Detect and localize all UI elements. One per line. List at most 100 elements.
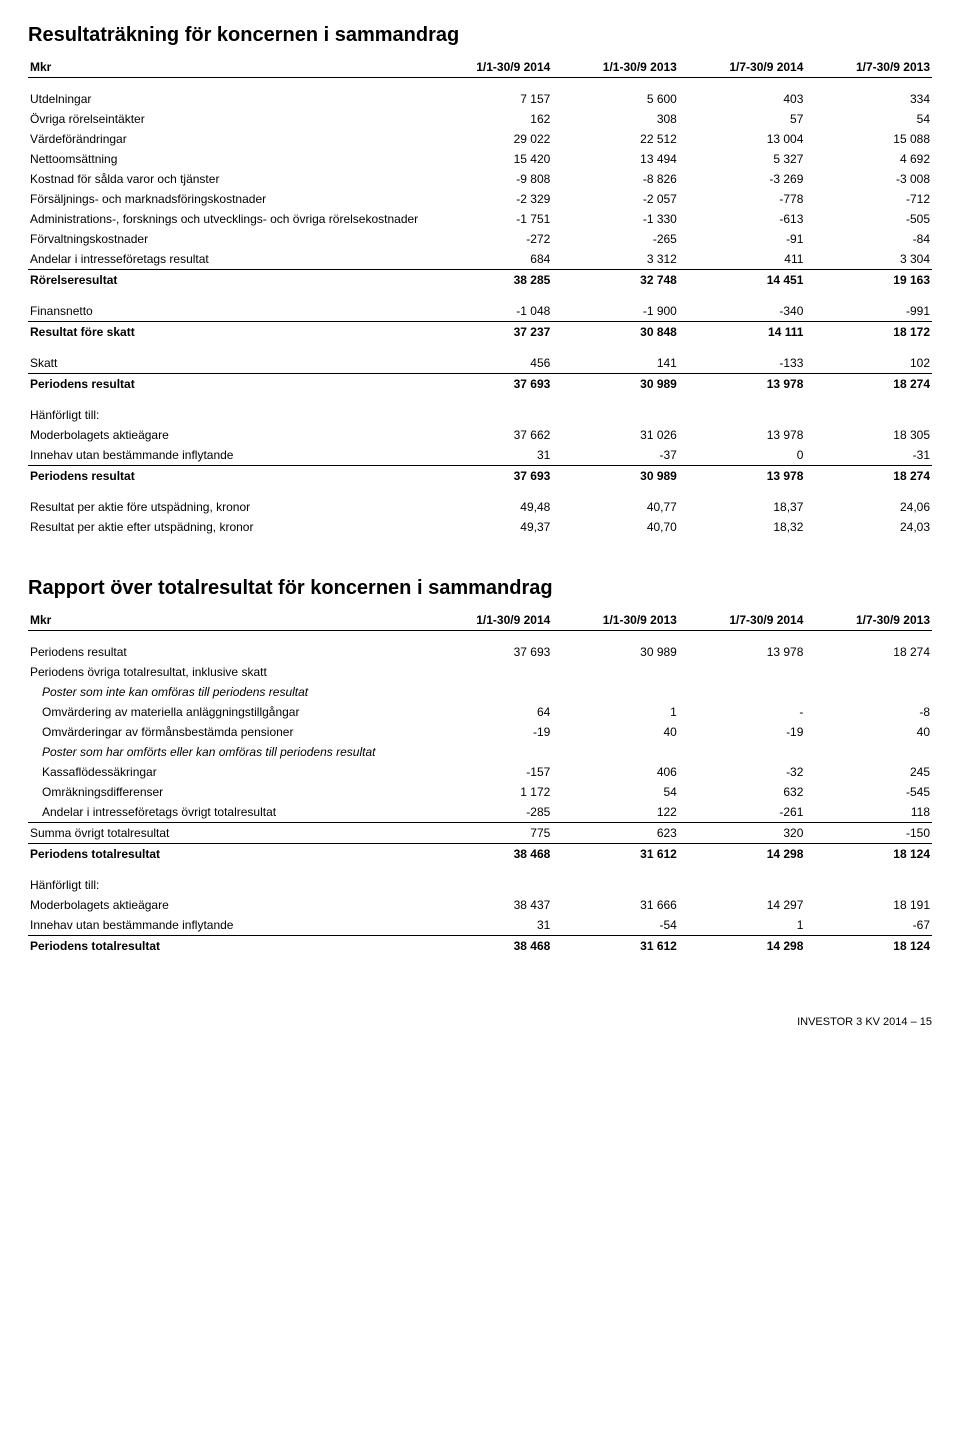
cell-value: 406 [552,762,679,782]
cell-value: 5 600 [552,78,679,110]
table-row: Periodens resultat37 69330 98913 97818 2… [28,466,932,487]
cell-value: 775 [426,823,553,844]
cell-value: 37 662 [426,425,553,445]
cell-value: 18 172 [805,322,932,343]
cell-value: 0 [679,445,806,466]
table-row: Periodens resultat37 69330 98913 97818 2… [28,631,932,663]
cell-value [679,394,806,425]
cell-value: 30 989 [552,466,679,487]
cell-value: 37 693 [426,374,553,395]
cell-value: 4 692 [805,149,932,169]
cell-value: 245 [805,762,932,782]
cell-value: 632 [679,782,806,802]
cell-value: 38 285 [426,270,553,291]
table-row: Försäljnings- och marknadsföringskostnad… [28,189,932,209]
cell-value: 13 494 [552,149,679,169]
row-label: Innehav utan bestämmande inflytande [28,445,426,466]
row-label: Andelar i intresseföretags övrigt totalr… [28,802,426,823]
cell-value [805,394,932,425]
cell-value: 684 [426,249,553,270]
cell-value: 40,70 [552,517,679,537]
col-header: 1/1-30/9 2013 [552,610,679,631]
table-row: Periodens övriga totalresultat, inklusiv… [28,662,932,682]
cell-value [679,742,806,762]
row-label: Hänförligt till: [28,864,426,895]
cell-value: 122 [552,802,679,823]
cell-value: 308 [552,109,679,129]
row-label: Resultat per aktie efter utspädning, kro… [28,517,426,537]
cell-value: -1 751 [426,209,553,229]
col-header: 1/1-30/9 2014 [426,610,553,631]
cell-value: -261 [679,802,806,823]
cell-value: 32 748 [552,270,679,291]
cell-value [426,864,553,895]
col-header: 1/1-30/9 2013 [552,57,679,78]
cell-value [426,662,553,682]
cell-value: 7 157 [426,78,553,110]
unit-header: Mkr [28,57,426,78]
cell-value: 31 [426,915,553,936]
cell-value: 456 [426,342,553,374]
table-row: Periodens totalresultat38 46831 61214 29… [28,936,932,957]
cell-value: 1 [552,702,679,722]
cell-value: 13 978 [679,425,806,445]
cell-value: - [679,702,806,722]
row-label: Resultat före skatt [28,322,426,343]
cell-value: 118 [805,802,932,823]
table-row: Förvaltningskostnader-272-265-91-84 [28,229,932,249]
cell-value: 19 163 [805,270,932,291]
table-row: Resultat per aktie före utspädning, kron… [28,486,932,517]
cell-value: 31 026 [552,425,679,445]
row-label: Skatt [28,342,426,374]
cell-value: -91 [679,229,806,249]
cell-value: 31 612 [552,936,679,957]
cell-value: 31 666 [552,895,679,915]
table-row: Skatt456141-133102 [28,342,932,374]
cell-value: 57 [679,109,806,129]
cell-value: -712 [805,189,932,209]
row-label: Moderbolagets aktieägare [28,895,426,915]
cell-value: -19 [426,722,553,742]
cell-value: 64 [426,702,553,722]
table-row: Moderbolagets aktieägare37 66231 02613 9… [28,425,932,445]
cell-value: 18 305 [805,425,932,445]
table-row: Innehav utan bestämmande inflytande31-37… [28,445,932,466]
cell-value [552,682,679,702]
row-label: Periodens resultat [28,466,426,487]
cell-value: 18 191 [805,895,932,915]
cell-value: 37 693 [426,631,553,663]
cell-value: -157 [426,762,553,782]
cell-value: 18,37 [679,486,806,517]
cell-value: 13 978 [679,631,806,663]
row-label: Periodens resultat [28,631,426,663]
cell-value: -37 [552,445,679,466]
col-header: 1/1-30/9 2014 [426,57,553,78]
col-header: 1/7-30/9 2013 [805,610,932,631]
cell-value: -133 [679,342,806,374]
cell-value: -265 [552,229,679,249]
cell-value: 14 111 [679,322,806,343]
table-row: Hänförligt till: [28,864,932,895]
cell-value: -340 [679,290,806,322]
table-row: Moderbolagets aktieägare38 43731 66614 2… [28,895,932,915]
cell-value: -8 826 [552,169,679,189]
row-label: Periodens totalresultat [28,844,426,865]
cell-value: 24,03 [805,517,932,537]
table-header-row: Mkr 1/1-30/9 2014 1/1-30/9 2013 1/7-30/9… [28,610,932,631]
cell-value: 13 978 [679,466,806,487]
cell-value: -991 [805,290,932,322]
cell-value: 14 297 [679,895,806,915]
cell-value: -272 [426,229,553,249]
table-row: Värdeförändringar29 02222 51213 00415 08… [28,129,932,149]
row-label: Nettoomsättning [28,149,426,169]
cell-value: -9 808 [426,169,553,189]
cell-value: 37 237 [426,322,553,343]
row-label: Omvärderingar av förmånsbestämda pension… [28,722,426,742]
cell-value: 15 088 [805,129,932,149]
table-row: Omvärdering av materiella anläggningstil… [28,702,932,722]
cell-value: -1 048 [426,290,553,322]
row-label: Förvaltningskostnader [28,229,426,249]
cell-value: -545 [805,782,932,802]
cell-value [552,662,679,682]
cell-value [426,682,553,702]
